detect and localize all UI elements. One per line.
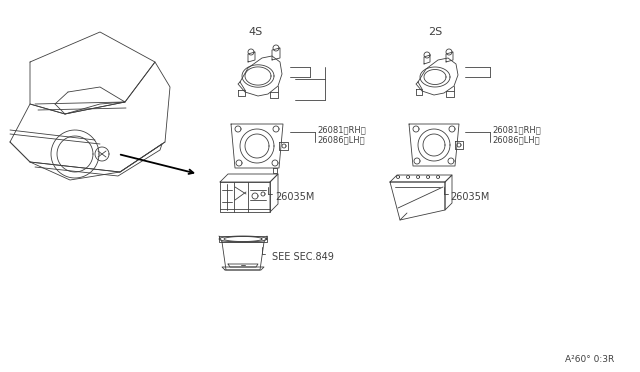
Text: A²60° 0:3R: A²60° 0:3R [565,355,614,364]
Text: SEE SEC.849: SEE SEC.849 [272,252,334,262]
Text: 4S: 4S [248,27,262,37]
Text: 26035M: 26035M [450,192,490,202]
Text: 26081〈RH〉: 26081〈RH〉 [492,125,541,135]
Text: 26086〈LH〉: 26086〈LH〉 [317,135,365,144]
Text: 26081〈RH〉: 26081〈RH〉 [317,125,365,135]
Text: 26086〈LH〉: 26086〈LH〉 [492,135,540,144]
Text: 2S: 2S [428,27,442,37]
Text: 26035M: 26035M [275,192,314,202]
